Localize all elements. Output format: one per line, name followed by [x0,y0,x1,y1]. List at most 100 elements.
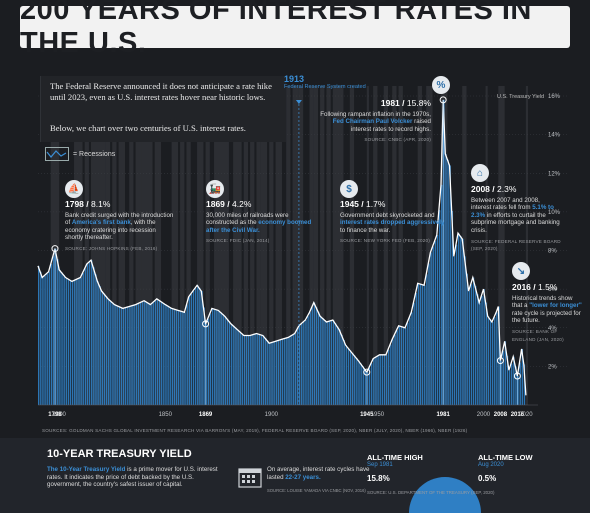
yield-bar [292,334,294,405]
yield-bar [436,235,439,405]
yield-bar [271,342,273,405]
yield-bar [432,246,434,405]
recession-band [250,86,255,405]
annotation-1798-text-a: Bank credit surged with the introduction… [65,211,174,227]
yield-bar [50,264,53,405]
yield-bar [328,321,331,405]
yield-bar [46,273,48,405]
yield-bar [173,309,176,405]
annotation-1981-text-a: Following rampant inflation in the 1970s… [320,110,431,118]
yield-bar [258,334,261,405]
yield-bar [197,285,199,405]
yield-bar [63,274,65,405]
recession-band [349,86,355,405]
yield-bar [398,325,401,405]
yield-bar [339,329,341,405]
yield-bar [133,305,135,405]
recession-band [292,86,299,405]
recession-band [286,86,291,405]
yield-bar [402,327,405,405]
yield-bar [199,288,201,405]
yield-bar [343,339,345,405]
yield-bar [330,320,333,405]
yield-bar [466,273,468,405]
recession-legend: = Recessions [45,147,115,161]
recession-band [112,86,117,405]
recession-band [74,86,83,405]
yield-bar [519,362,521,405]
recession-band [135,86,142,405]
all-time-high-label: ALL-TIME HIGH [367,453,423,462]
y-tick-label: 8% [548,249,557,255]
yield-bar [205,323,207,405]
yield-bar [445,153,447,405]
yield-bar [148,303,150,405]
yield-bar [322,318,324,405]
annotation-1913-year: 1913 [284,74,305,84]
annotation-2016-text-b: rate cycle is projected for the future. [512,309,581,325]
event-markers [51,96,521,405]
yield-bar [254,334,256,405]
yield-bar [250,335,252,405]
yield-bar [318,311,320,405]
yield-bar [351,352,354,405]
yield-bar [76,279,78,405]
yield-bar [256,333,258,405]
yield-bar [264,338,267,405]
yield-bar [171,308,174,405]
yield-bar [275,341,277,405]
recession-band [186,86,191,405]
yield-bar [320,316,322,405]
yield-bar [489,319,492,405]
annotation-2008-text-a: Between 2007 and 2008, interest rates fe… [471,196,540,212]
yield-bar [464,256,466,405]
yield-bar [388,349,390,405]
yield-bar [203,307,205,405]
yield-bar [137,303,140,405]
yield-bar [120,307,123,405]
yield-bar [364,369,367,405]
recession-band [373,86,378,405]
yield-bar [307,316,309,405]
ten-year-description-highlight: The 10-Year Treasury Yield [47,466,126,473]
yield-bar [158,300,161,405]
recession-band [320,86,325,405]
yield-bar [97,281,99,405]
annotation-1981: 1981 / 15.8% Following rampant inflation… [313,98,431,144]
intro-text-1: The Federal Reserve announced it does no… [50,81,272,102]
annotation-2008-highlight: 5.1% to 2.3% [471,204,554,219]
yield-bar [394,334,396,405]
annotation-1798-value: 8.1% [91,199,111,209]
yield-bar [430,252,432,405]
annotation-2008-year: 2008 [471,184,490,194]
yield-bar [252,334,254,405]
yield-bar [477,294,479,405]
recession-chart-icon [45,147,69,161]
yield-bar [116,305,118,405]
yield-bar [415,292,417,405]
yield-bar [301,323,303,405]
yield-bar [201,291,203,405]
yield-bar [354,355,356,405]
yield-bar [411,312,413,405]
annotation-1981-year: 1981 [380,98,400,108]
yield-bar [523,364,526,405]
all-time-low-date: Aug 2020 [478,462,504,468]
yield-bar [511,363,513,405]
yield-bar [99,286,101,405]
yield-bar [504,341,507,405]
x-tick-label: 1798 [48,412,62,418]
annotation-1913: 1913 Federal Reserve System created [284,74,366,90]
yield-bar [298,325,301,405]
recession-band [84,86,89,405]
yield-bar [470,284,473,405]
yield-bar [243,335,246,405]
annotation-1945: 1945 / 1.7% Government debt skyrocketed … [340,200,450,245]
yield-bar [129,306,131,405]
yield-bar [211,308,214,405]
recession-band [383,86,388,405]
annotation-2008-source: SOURCE: FEDERAL RESERVE BOARD (SEP, 2020… [471,238,561,252]
yield-bar [472,277,475,405]
